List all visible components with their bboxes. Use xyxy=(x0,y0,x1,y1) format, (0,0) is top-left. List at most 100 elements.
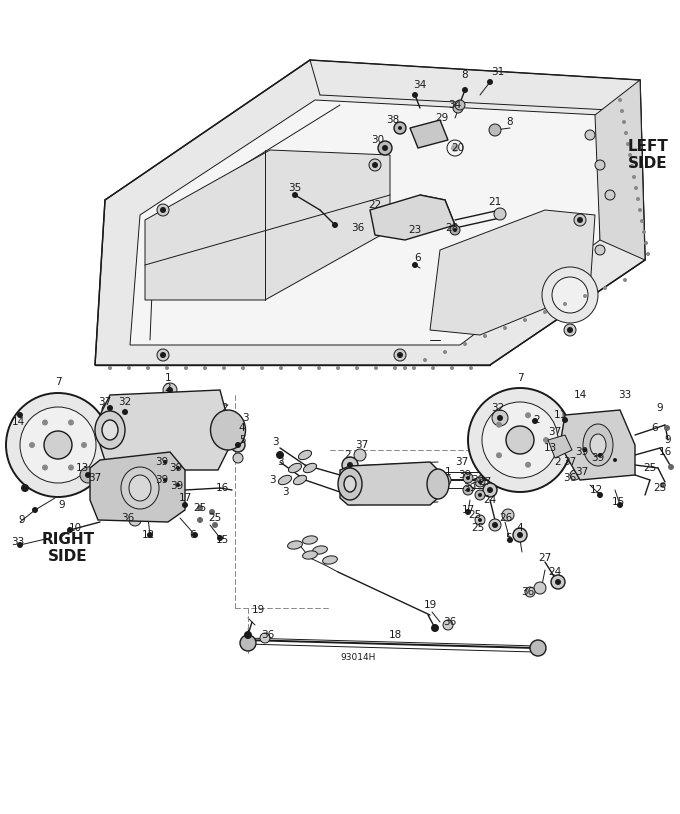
Polygon shape xyxy=(100,390,228,470)
Text: 39: 39 xyxy=(169,463,183,473)
Text: 14: 14 xyxy=(12,417,24,427)
Circle shape xyxy=(453,103,463,113)
Circle shape xyxy=(523,318,527,322)
Text: 12: 12 xyxy=(141,530,154,540)
Circle shape xyxy=(617,502,623,508)
Text: 1: 1 xyxy=(445,467,452,477)
Circle shape xyxy=(412,92,418,98)
Text: 31: 31 xyxy=(492,67,505,77)
Ellipse shape xyxy=(303,536,318,544)
Circle shape xyxy=(184,366,188,370)
Circle shape xyxy=(354,449,366,461)
Text: 19: 19 xyxy=(424,600,437,610)
Text: 23: 23 xyxy=(409,225,422,235)
Circle shape xyxy=(68,419,74,426)
Text: 27: 27 xyxy=(539,553,551,563)
Circle shape xyxy=(618,98,622,102)
Circle shape xyxy=(122,409,128,415)
Circle shape xyxy=(85,472,91,478)
Polygon shape xyxy=(370,195,455,240)
Circle shape xyxy=(496,422,502,427)
Circle shape xyxy=(235,442,241,448)
Text: 7: 7 xyxy=(54,377,61,387)
Circle shape xyxy=(605,190,615,200)
Circle shape xyxy=(463,473,473,483)
Text: 37: 37 xyxy=(356,440,369,450)
Circle shape xyxy=(42,465,48,470)
Circle shape xyxy=(583,294,587,298)
Circle shape xyxy=(630,164,634,168)
Circle shape xyxy=(182,502,188,508)
Circle shape xyxy=(129,514,141,526)
Circle shape xyxy=(378,141,392,155)
Circle shape xyxy=(347,462,353,468)
Circle shape xyxy=(203,366,207,370)
Text: 33: 33 xyxy=(618,390,632,400)
Polygon shape xyxy=(95,60,645,365)
Circle shape xyxy=(403,366,407,370)
Text: 3: 3 xyxy=(269,475,275,485)
Circle shape xyxy=(478,493,482,497)
Ellipse shape xyxy=(129,475,151,501)
Circle shape xyxy=(217,535,223,541)
Text: 3: 3 xyxy=(282,487,288,497)
Circle shape xyxy=(555,579,561,585)
Text: 9: 9 xyxy=(657,403,663,413)
Circle shape xyxy=(355,366,359,370)
Circle shape xyxy=(29,442,35,448)
Circle shape xyxy=(209,509,215,515)
Circle shape xyxy=(298,366,302,370)
Text: 3: 3 xyxy=(241,413,248,423)
Text: 22: 22 xyxy=(369,200,381,210)
Circle shape xyxy=(624,131,628,135)
Circle shape xyxy=(562,417,568,423)
Circle shape xyxy=(260,633,270,643)
Circle shape xyxy=(68,465,74,470)
Text: 25: 25 xyxy=(643,463,657,473)
Circle shape xyxy=(660,482,666,488)
Text: 16: 16 xyxy=(658,447,672,457)
Text: 6: 6 xyxy=(415,253,422,263)
Text: 36: 36 xyxy=(563,473,577,483)
Circle shape xyxy=(525,587,535,597)
Text: 3: 3 xyxy=(272,437,278,447)
Text: 12: 12 xyxy=(590,485,602,495)
Circle shape xyxy=(374,366,378,370)
Circle shape xyxy=(160,457,170,467)
Circle shape xyxy=(503,326,507,330)
Text: 13: 13 xyxy=(543,443,557,453)
Polygon shape xyxy=(560,410,635,480)
Text: 37: 37 xyxy=(548,427,562,437)
Circle shape xyxy=(147,532,153,538)
Circle shape xyxy=(439,474,451,486)
Circle shape xyxy=(176,466,180,470)
Ellipse shape xyxy=(278,475,292,484)
Circle shape xyxy=(167,387,173,393)
Text: 16: 16 xyxy=(216,483,228,493)
Circle shape xyxy=(517,532,523,538)
Circle shape xyxy=(398,126,402,130)
Circle shape xyxy=(67,527,73,533)
Text: 9: 9 xyxy=(58,500,65,510)
Circle shape xyxy=(108,366,112,370)
Text: 37: 37 xyxy=(99,397,112,407)
Circle shape xyxy=(640,219,644,223)
Circle shape xyxy=(534,582,546,594)
Text: 25: 25 xyxy=(208,513,222,523)
Text: 30: 30 xyxy=(371,135,385,145)
Text: 3: 3 xyxy=(277,457,284,467)
Circle shape xyxy=(423,358,427,362)
Polygon shape xyxy=(548,435,572,458)
Circle shape xyxy=(160,207,166,213)
Text: 20: 20 xyxy=(452,143,464,153)
Ellipse shape xyxy=(303,551,318,559)
Circle shape xyxy=(173,463,183,473)
Circle shape xyxy=(475,477,485,487)
Circle shape xyxy=(543,310,547,314)
Circle shape xyxy=(463,342,467,346)
Circle shape xyxy=(431,624,439,632)
Text: 17: 17 xyxy=(178,493,192,503)
Circle shape xyxy=(542,267,598,323)
Circle shape xyxy=(450,225,460,235)
Text: 34: 34 xyxy=(413,80,426,90)
